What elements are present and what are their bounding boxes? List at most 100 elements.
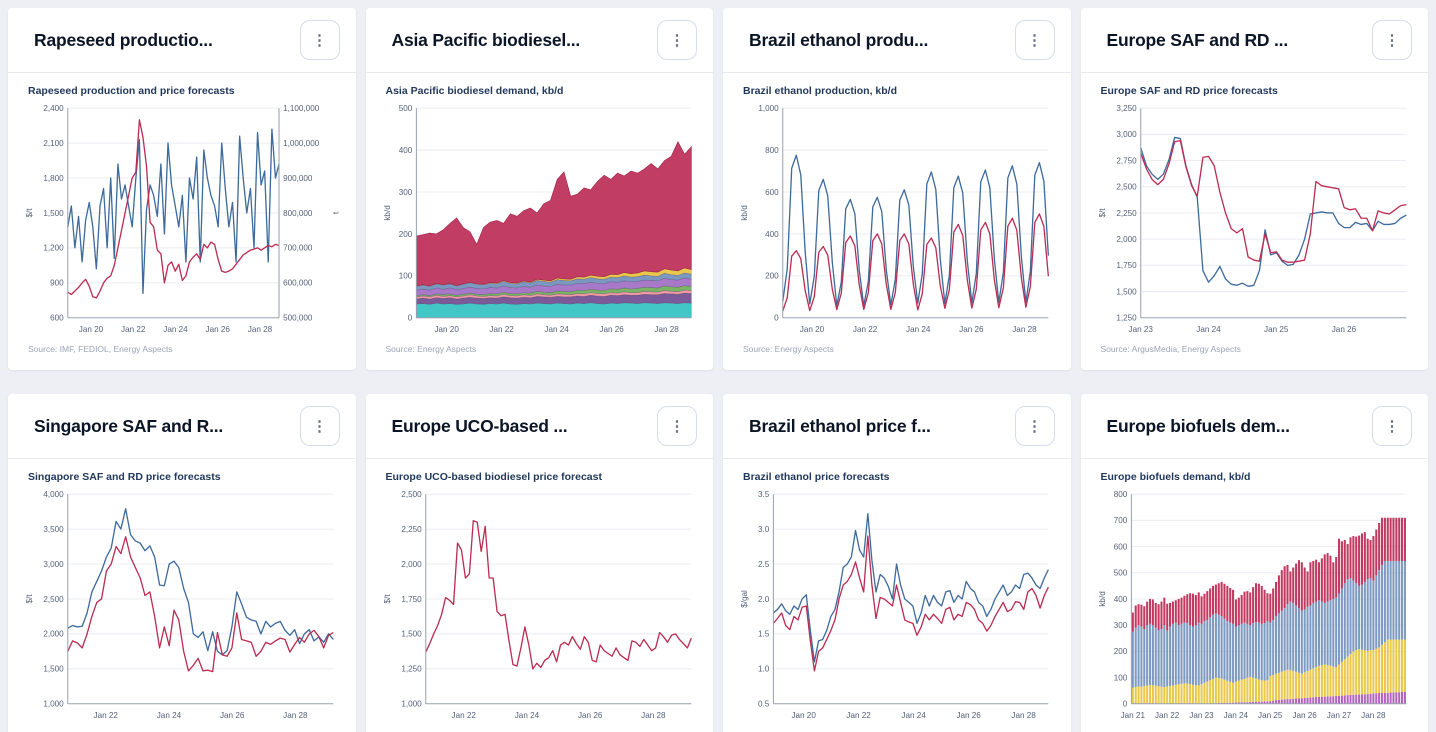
kebab-icon: ⋮ — [669, 417, 685, 435]
chart-area: Brazil ethanol price forecasts 0.5 1.0 1.5… — [723, 459, 1071, 732]
svg-text:Jan 23: Jan 23 — [1189, 711, 1214, 720]
svg-text:1,000: 1,000 — [401, 700, 422, 709]
card-menu-button[interactable]: ⋮ — [657, 20, 697, 60]
svg-text:2,000: 2,000 — [1116, 235, 1137, 244]
chart-area: Singapore SAF and RD price forecasts 1,0… — [8, 459, 356, 732]
svg-text:Jan 24: Jan 24 — [514, 711, 539, 720]
svg-text:1,000: 1,000 — [758, 104, 779, 113]
svg-text:3.0: 3.0 — [758, 525, 770, 534]
svg-text:700: 700 — [1113, 516, 1127, 525]
chart-card-europe-saf: Europe SAF and RD ... ⋮ Europe SAF and R… — [1080, 8, 1428, 370]
svg-text:kb/d: kb/d — [740, 205, 749, 220]
svg-text:Jan 24: Jan 24 — [901, 711, 926, 720]
card-menu-button[interactable]: ⋮ — [299, 20, 340, 60]
chart-title: Brazil ethanol price forecasts — [743, 471, 890, 483]
svg-text:Jan 24: Jan 24 — [1196, 325, 1221, 334]
svg-text:200: 200 — [398, 230, 412, 239]
chart-source: Source: ArgusMedia, Energy Aspects — [1100, 344, 1241, 355]
svg-text:200: 200 — [1113, 647, 1127, 656]
kebab-icon: ⋮ — [312, 31, 327, 49]
card-menu-button[interactable]: ⋮ — [657, 406, 697, 446]
chart-area: Brazil ethanol production, kb/d 0 200 400 6… — [723, 73, 1071, 358]
svg-text:Jan 22: Jan 22 — [451, 711, 476, 720]
svg-text:800,000: 800,000 — [283, 209, 313, 218]
svg-text:200: 200 — [765, 272, 779, 281]
chart-source: Source: CEPEA/ESALQ, Energy Aspects — [743, 730, 1057, 732]
svg-text:0: 0 — [1122, 700, 1127, 709]
svg-text:Jan 25: Jan 25 — [1264, 325, 1289, 334]
chart-title: Singapore SAF and RD price forecasts — [28, 471, 221, 483]
card-title: Brazil ethanol price f... — [749, 415, 931, 436]
svg-text:2,750: 2,750 — [1116, 156, 1137, 165]
svg-text:400: 400 — [765, 230, 779, 239]
svg-text:1,000: 1,000 — [43, 700, 64, 709]
card-title: Singapore SAF and R... — [34, 415, 224, 436]
svg-text:1,500: 1,500 — [1116, 287, 1137, 296]
chart-title: Brazil ethanol production, kb/d — [743, 85, 898, 97]
svg-text:kb/d: kb/d — [1098, 591, 1107, 606]
card-header: Singapore SAF and R... ⋮ — [8, 394, 356, 459]
svg-text:Jan 24: Jan 24 — [1223, 711, 1248, 720]
svg-text:Jan 25: Jan 25 — [1258, 711, 1283, 720]
card-title: Asia Pacific biodiesel... — [391, 29, 581, 50]
card-menu-button[interactable]: ⋮ — [1014, 406, 1055, 446]
line-chart: 1,250 1,500 1,750 2,000 2,250 2,500 2,750 3,000… — [1098, 104, 1407, 334]
svg-text:1.5: 1.5 — [758, 630, 770, 639]
svg-text:500: 500 — [398, 104, 412, 113]
card-menu-button[interactable]: ⋮ — [1372, 20, 1412, 60]
line-chart: 0 200 400 600 800 1,000 Jan 20 Jan 22 Jan 24 Jan … — [740, 104, 1050, 334]
card-title: Europe UCO-based ... — [391, 415, 568, 436]
svg-text:3,000: 3,000 — [43, 560, 64, 569]
svg-text:900,000: 900,000 — [283, 174, 313, 183]
svg-text:Jan 28: Jan 28 — [641, 711, 666, 720]
svg-text:2.0: 2.0 — [758, 595, 770, 604]
svg-text:1,500: 1,500 — [43, 665, 64, 674]
svg-text:1,750: 1,750 — [1116, 261, 1137, 270]
card-title: Europe biofuels dem... — [1106, 415, 1290, 436]
chart-title: Europe biofuels demand, kb/d — [1100, 471, 1251, 483]
kebab-icon: ⋮ — [669, 31, 685, 49]
svg-text:Jan 26: Jan 26 — [206, 325, 231, 334]
svg-text:Jan 28: Jan 28 — [283, 711, 308, 720]
svg-text:1,000,000: 1,000,000 — [283, 139, 320, 148]
chart-title: Europe UCO-based biodiesel price forecas… — [385, 471, 602, 483]
svg-text:1,250: 1,250 — [401, 665, 422, 674]
svg-text:Jan 22: Jan 22 — [853, 325, 878, 334]
svg-text:0: 0 — [774, 314, 779, 323]
svg-text:t: t — [331, 211, 340, 214]
stacked-bar-chart: 0 100 200 300 400 500 600 700 800 Jan 21 Jan 22 Jan… — [1098, 490, 1406, 720]
card-menu-button[interactable]: ⋮ — [1014, 20, 1055, 60]
card-menu-button[interactable]: ⋮ — [299, 406, 340, 446]
line-chart: 1,000 1,500 2,000 2,500 3,000 3,500 4,000 Jan 2… — [25, 490, 334, 720]
svg-text:2,000: 2,000 — [401, 560, 422, 569]
svg-text:Jan 26: Jan 26 — [1331, 325, 1356, 334]
card-header: Brazil ethanol produ... ⋮ — [723, 8, 1071, 73]
card-menu-button[interactable]: ⋮ — [1372, 406, 1412, 446]
svg-text:$/gal: $/gal — [740, 590, 749, 608]
chart-area: Asia Pacific biodiesel demand, kb/d 0 100… — [366, 73, 714, 358]
svg-text:2.5: 2.5 — [758, 560, 770, 569]
kebab-icon: ⋮ — [1384, 31, 1400, 49]
svg-text:Jan 24: Jan 24 — [157, 711, 182, 720]
svg-text:600: 600 — [50, 314, 64, 323]
chart-title: Rapeseed production and price forecasts — [28, 85, 235, 97]
card-header: Europe UCO-based ... ⋮ — [365, 394, 713, 459]
kebab-icon: ⋮ — [1027, 417, 1042, 435]
svg-text:400: 400 — [1113, 595, 1127, 604]
svg-text:3.5: 3.5 — [758, 490, 770, 499]
svg-text:Jan 26: Jan 26 — [956, 711, 981, 720]
chart-title: Asia Pacific biodiesel demand, kb/d — [385, 85, 564, 97]
svg-text:Jan 22: Jan 22 — [94, 711, 119, 720]
svg-text:1,100,000: 1,100,000 — [283, 104, 320, 113]
svg-text:600: 600 — [1113, 542, 1127, 551]
svg-text:$/t: $/t — [25, 594, 34, 604]
svg-text:Jan 24: Jan 24 — [163, 325, 188, 334]
svg-text:Jan 20: Jan 20 — [791, 711, 816, 720]
svg-text:Jan 26: Jan 26 — [220, 711, 245, 720]
svg-text:Jan 27: Jan 27 — [1326, 711, 1351, 720]
svg-text:500: 500 — [1113, 569, 1127, 578]
svg-text:600: 600 — [765, 188, 779, 197]
svg-text:100: 100 — [1113, 673, 1127, 682]
svg-text:Jan 24: Jan 24 — [544, 325, 569, 334]
card-title: Europe SAF and RD ... — [1106, 29, 1289, 50]
